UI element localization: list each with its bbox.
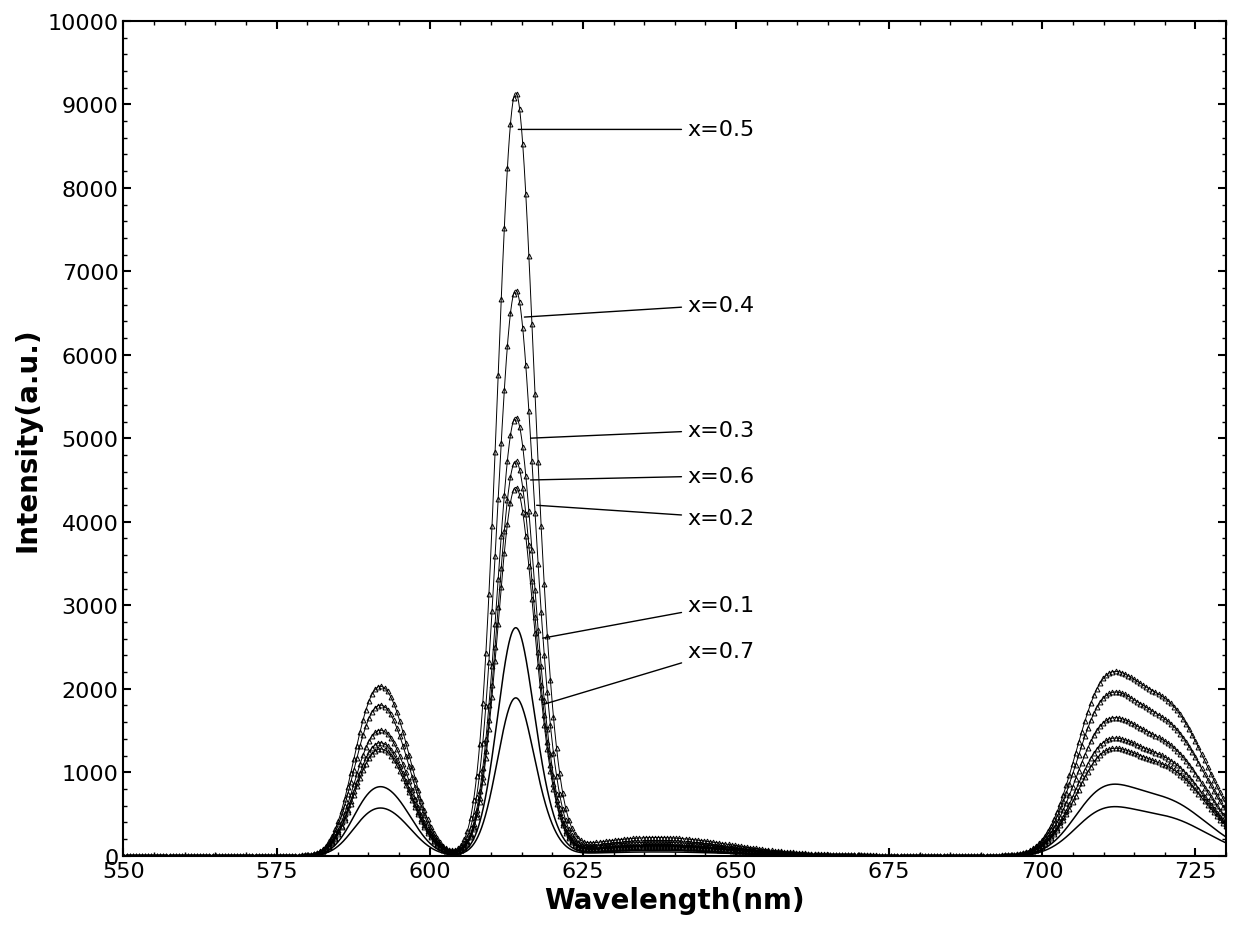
Y-axis label: Intensity(a.u.): Intensity(a.u.) <box>14 327 42 551</box>
Text: x=0.2: x=0.2 <box>537 506 754 528</box>
Text: x=0.1: x=0.1 <box>543 596 754 638</box>
X-axis label: Wavelength(nm): Wavelength(nm) <box>544 886 805 914</box>
Text: x=0.4: x=0.4 <box>525 295 754 317</box>
Text: x=0.6: x=0.6 <box>531 467 754 486</box>
Text: x=0.3: x=0.3 <box>531 420 754 441</box>
Text: x=0.7: x=0.7 <box>543 641 754 705</box>
Text: x=0.5: x=0.5 <box>518 121 754 140</box>
